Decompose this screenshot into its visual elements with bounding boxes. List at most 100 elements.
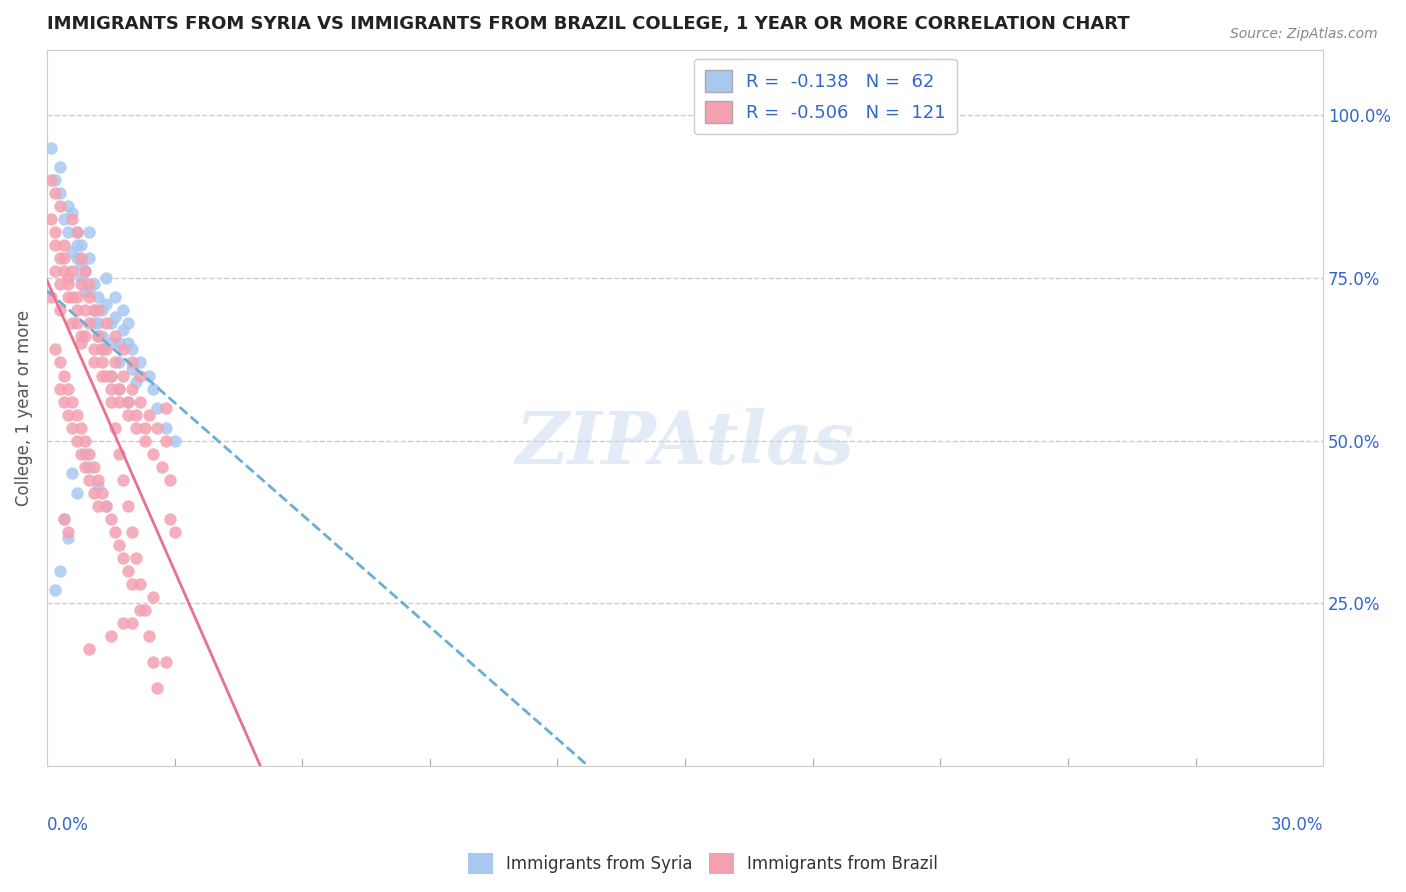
Point [117,394,139,409]
Point [66,225,89,239]
Point [112,550,135,565]
Point [66,252,89,266]
Point [62,290,84,304]
Point [66,434,89,448]
Point [112,343,135,357]
Point [52,212,75,227]
Point [96,499,118,513]
Point [104,355,127,369]
Point [75,329,97,343]
Point [39,173,62,187]
Point [87,303,110,318]
Point [108,382,131,396]
Point [117,564,139,578]
Point [121,355,143,369]
Point [125,408,148,422]
Point [44,238,66,252]
Point [87,290,110,304]
Point [56,290,79,304]
Text: 0.0%: 0.0% [46,816,89,835]
Point [48,355,70,369]
Point [62,420,84,434]
Point [66,485,89,500]
Point [125,375,148,389]
Point [146,420,169,434]
Point [121,615,143,630]
Legend: R =  -0.138   N =  62, R =  -0.506   N =  121: R = -0.138 N = 62, R = -0.506 N = 121 [695,59,956,134]
Point [129,368,152,383]
Point [112,473,135,487]
Point [108,538,131,552]
Point [79,277,101,292]
Point [62,264,84,278]
Point [117,394,139,409]
Point [48,564,70,578]
Point [112,615,135,630]
Point [52,252,75,266]
Point [79,642,101,657]
Point [62,212,84,227]
Point [70,252,93,266]
Point [39,290,62,304]
Point [121,382,143,396]
Point [121,524,143,539]
Point [48,199,70,213]
Point [66,408,89,422]
Point [117,408,139,422]
Point [87,473,110,487]
Point [70,420,93,434]
Point [155,420,177,434]
Point [87,329,110,343]
Point [96,270,118,285]
Point [56,277,79,292]
Point [112,323,135,337]
Point [121,362,143,376]
Point [87,317,110,331]
Point [87,329,110,343]
Point [70,335,93,350]
Point [52,368,75,383]
Point [125,420,148,434]
Point [125,550,148,565]
Point [62,394,84,409]
Text: Source: ZipAtlas.com: Source: ZipAtlas.com [1230,27,1378,41]
Point [70,277,93,292]
Point [62,317,84,331]
Point [134,434,156,448]
Point [100,368,122,383]
Point [44,343,66,357]
Point [75,434,97,448]
Point [104,290,127,304]
Point [142,447,165,461]
Point [100,335,122,350]
Point [48,252,70,266]
Point [104,524,127,539]
Point [70,329,93,343]
Point [48,277,70,292]
Point [79,284,101,298]
Point [117,317,139,331]
Legend: Immigrants from Syria, Immigrants from Brazil: Immigrants from Syria, Immigrants from B… [457,843,949,884]
Point [52,512,75,526]
Point [100,394,122,409]
Point [56,270,79,285]
Point [121,343,143,357]
Point [91,343,114,357]
Point [75,264,97,278]
Point [56,382,79,396]
Point [83,355,105,369]
Text: IMMIGRANTS FROM SYRIA VS IMMIGRANTS FROM BRAZIL COLLEGE, 1 YEAR OR MORE CORRELAT: IMMIGRANTS FROM SYRIA VS IMMIGRANTS FROM… [46,15,1129,33]
Point [96,368,118,383]
Point [163,524,186,539]
Point [83,343,105,357]
Point [134,603,156,617]
Point [163,434,186,448]
Point [44,264,66,278]
Point [129,603,152,617]
Point [79,459,101,474]
Point [104,420,127,434]
Point [83,317,105,331]
Point [138,629,160,643]
Point [66,290,89,304]
Point [66,317,89,331]
